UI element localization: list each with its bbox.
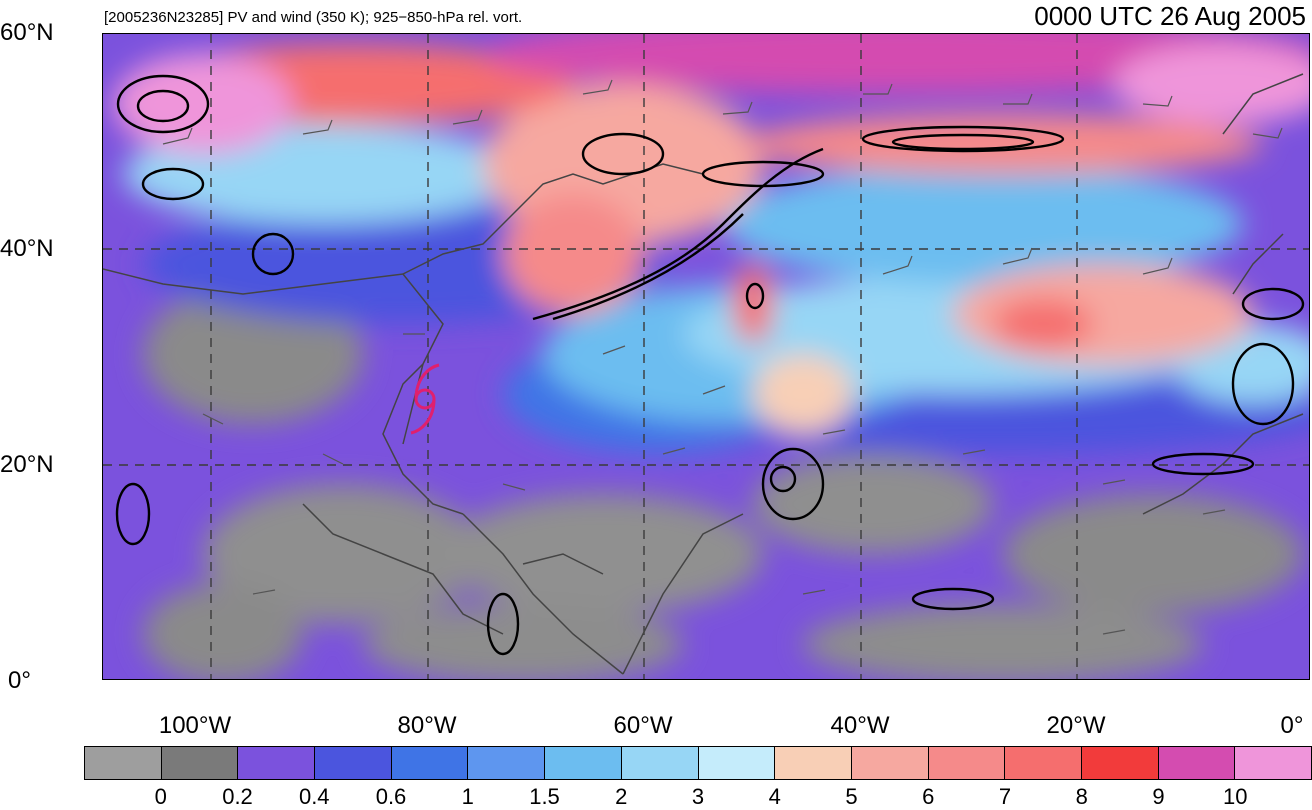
colorbar-label-5: 1.5 — [529, 784, 560, 809]
colorbar-swatch-12 — [1005, 747, 1082, 779]
colorbar-swatch-15 — [1235, 747, 1311, 779]
lon-label-0: 0° — [1280, 712, 1304, 739]
colorbar-label-14: 10 — [1223, 784, 1248, 809]
colorbar-label-12: 8 — [1075, 784, 1088, 809]
colorbar-swatch-2 — [238, 747, 316, 779]
lat-label-40n: 40°N — [0, 235, 54, 262]
pv-field — [113, 34, 1309, 679]
colorbar-label-6: 2 — [615, 784, 628, 809]
graticule — [103, 34, 1309, 679]
map-datetime: 0000 UTC 26 Aug 2005 — [1034, 1, 1306, 31]
tropical-cyclone-icon — [410, 363, 440, 435]
colorbar-label-8: 4 — [768, 784, 781, 809]
colorbar-swatch-10 — [851, 747, 929, 779]
lat-label-0: 0° — [8, 667, 31, 694]
colorbar-label-10: 6 — [922, 784, 935, 809]
lon-label-40w: 40°W — [830, 712, 890, 739]
colorbar-label-4: 1 — [461, 784, 474, 809]
colorbar-label-0: 0 — [154, 784, 167, 809]
lon-label-80w: 80°W — [397, 712, 457, 739]
colorbar-swatch-11 — [928, 747, 1006, 779]
lon-label-20w: 20°W — [1046, 712, 1106, 739]
vorticity-contours — [115, 74, 1305, 656]
colorbar-swatch-0 — [85, 747, 162, 779]
colorbar-swatch-13 — [1081, 747, 1159, 779]
wind-barbs — [162, 79, 1283, 635]
colorbar-label-9: 5 — [845, 784, 858, 809]
colorbar-swatch-9 — [775, 747, 852, 779]
colorbar-label-2: 0.4 — [298, 784, 330, 809]
lat-label-20n: 20°N — [0, 451, 54, 478]
lon-label-100w: 100°W — [158, 712, 232, 739]
colorbar-swatch-3 — [315, 747, 392, 779]
map-panel — [102, 33, 1310, 680]
colorbar-swatch-5 — [468, 747, 546, 779]
map-canvas — [103, 34, 1309, 679]
colorbar-swatch-6 — [545, 747, 622, 779]
colorbar-label-1: 0.2 — [222, 784, 253, 809]
lat-label-60n: 60°N — [0, 19, 54, 46]
lon-label-60w: 60°W — [613, 712, 673, 739]
colorbar-swatch-7 — [621, 747, 699, 779]
colorbar-swatch-1 — [161, 747, 239, 779]
colorbar-swatch-14 — [1158, 747, 1236, 779]
colorbar-label-13: 9 — [1152, 784, 1165, 809]
colorbar-swatch-4 — [391, 747, 469, 779]
colorbar-label-7: 3 — [691, 784, 705, 809]
colorbar — [84, 746, 1312, 780]
colorbar-swatch-8 — [698, 747, 776, 779]
colorbar-label-11: 7 — [998, 784, 1012, 809]
map-subtitle: [2005236N23285] PV and wind (350 K); 925… — [104, 9, 523, 26]
colorbar-label-3: 0.6 — [375, 784, 407, 809]
